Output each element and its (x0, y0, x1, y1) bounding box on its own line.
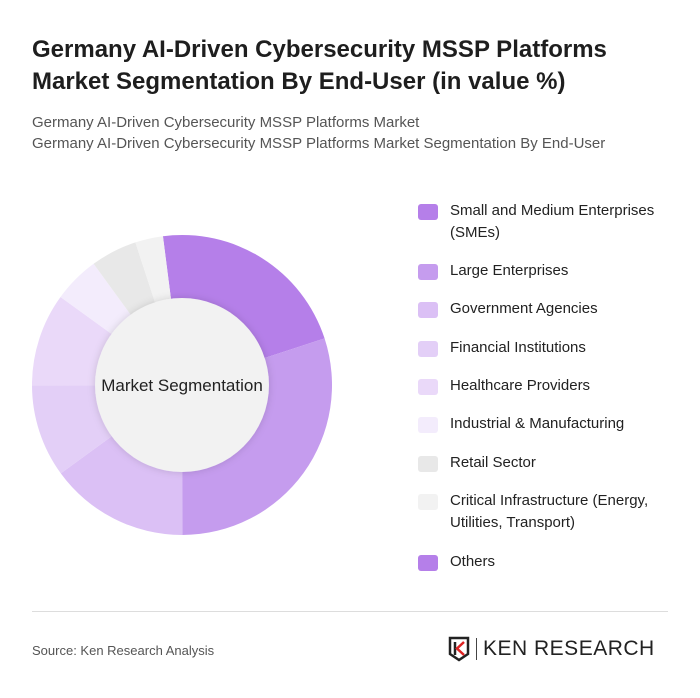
legend-swatch (418, 264, 438, 280)
legend-item: Small and Medium Enterprises (SMEs) (418, 200, 680, 244)
legend-label: Small and Medium Enterprises (SMEs) (450, 202, 655, 241)
donut-slice-1 (182, 338, 332, 535)
donut-slice-0 (162, 235, 325, 367)
donut-chart: Market Segmentation (32, 235, 332, 535)
donut-center (95, 298, 269, 472)
logo-separator (476, 638, 477, 660)
divider (32, 611, 668, 612)
page-title: Germany AI-Driven Cybersecurity MSSP Pla… (32, 36, 607, 95)
source-note: Source: Ken Research Analysis (32, 643, 215, 658)
legend-swatch (418, 341, 438, 357)
ken-logo-icon (448, 636, 470, 662)
subtitle-market: Germany AI-Driven Cybersecurity MSSP Pla… (32, 114, 420, 131)
legend-swatch (418, 379, 438, 395)
legend-item: Others (418, 551, 680, 573)
legend-item: Financial Institutions (418, 337, 680, 359)
legend-label: Healthcare Providers (450, 377, 591, 394)
legend-swatch (418, 494, 438, 510)
legend-label: Government Agencies (450, 300, 598, 317)
subtitle-segmentation: Germany AI-Driven Cybersecurity MSSP Pla… (32, 135, 606, 152)
legend-label: Critical Infrastructure (Energy, Utiliti… (450, 492, 649, 531)
logo-text: KEN RESEARCH (483, 637, 655, 660)
legend-item: Government Agencies (418, 298, 680, 320)
legend-item: Retail Sector (418, 452, 680, 474)
legend-label: Financial Institutions (450, 339, 586, 356)
legend-swatch (418, 302, 438, 318)
ken-research-logo: KEN RESEARCH (448, 636, 655, 662)
legend-label: Others (450, 553, 496, 570)
legend-swatch (418, 417, 438, 433)
legend-swatch (418, 204, 438, 220)
legend-item: Industrial & Manufacturing (418, 413, 680, 435)
center-label: Market Segmentation (101, 376, 263, 395)
legend-item: Healthcare Providers (418, 375, 680, 397)
legend-label: Large Enterprises (450, 262, 569, 279)
legend-label: Retail Sector (450, 454, 536, 471)
legend-label: Industrial & Manufacturing (450, 415, 625, 432)
legend-swatch (418, 555, 438, 571)
legend-item: Large Enterprises (418, 260, 680, 282)
legend-swatch (418, 456, 438, 472)
legend-item: Critical Infrastructure (Energy, Utiliti… (418, 490, 680, 534)
